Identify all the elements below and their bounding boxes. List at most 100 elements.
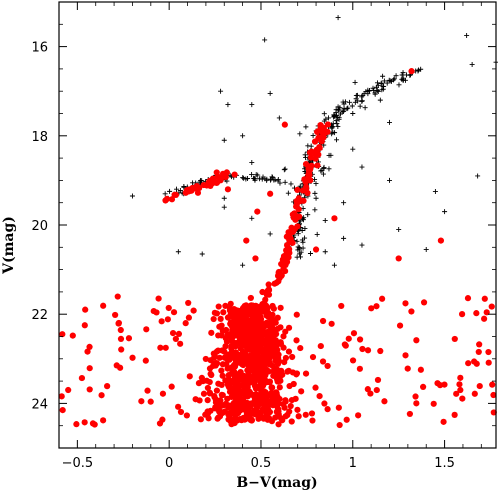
data-point-plus xyxy=(313,181,319,187)
data-point-plus xyxy=(297,251,303,257)
data-point-plus xyxy=(331,262,337,268)
data-point-circle xyxy=(475,348,482,356)
data-point-circle xyxy=(232,310,239,317)
data-point-circle xyxy=(226,307,234,314)
data-point-circle xyxy=(172,191,180,199)
data-point-circle xyxy=(408,68,415,75)
data-point-circle xyxy=(341,341,348,348)
data-point-circle xyxy=(249,302,256,309)
data-point-circle xyxy=(236,314,243,322)
x-tick-label: 0 xyxy=(165,456,173,471)
data-point-circle xyxy=(191,185,198,192)
data-point-circle xyxy=(117,326,124,334)
data-point-circle xyxy=(314,162,321,169)
data-point-circle xyxy=(283,258,291,266)
data-point-circle xyxy=(264,368,272,375)
data-point-circle xyxy=(287,235,294,242)
data-point-plus xyxy=(297,183,303,189)
y-axis-title: V(mag) xyxy=(1,216,17,275)
data-point-circle xyxy=(69,332,76,339)
data-point-circle xyxy=(117,335,125,342)
data-point-plus xyxy=(341,108,347,114)
data-point-circle xyxy=(84,348,91,355)
data-point-circle xyxy=(240,331,247,338)
data-point-circle xyxy=(374,376,382,384)
data-point-circle xyxy=(338,302,345,310)
data-point-plus xyxy=(359,98,365,104)
data-point-plus xyxy=(338,111,344,117)
data-point-circle xyxy=(73,421,80,428)
data-point-circle xyxy=(345,335,352,342)
data-point-circle xyxy=(266,408,274,416)
data-point-plus xyxy=(357,103,363,109)
data-point-circle xyxy=(264,416,271,423)
data-point-plus xyxy=(333,118,339,124)
data-point-circle xyxy=(437,237,445,244)
data-point-circle xyxy=(274,360,282,368)
data-point-plus xyxy=(322,218,328,224)
data-point-circle xyxy=(356,365,363,372)
data-point-circle xyxy=(476,341,483,348)
data-point-circle xyxy=(182,320,189,327)
data-point-circle xyxy=(265,281,272,288)
data-point-circle xyxy=(287,402,294,410)
data-point-circle xyxy=(159,416,166,423)
data-point-plus xyxy=(269,174,275,180)
data-point-plus xyxy=(288,181,294,187)
data-point-circle xyxy=(244,306,251,314)
data-point-plus xyxy=(363,89,369,95)
data-point-circle xyxy=(168,196,176,203)
data-point-plus xyxy=(346,99,352,105)
data-point-circle xyxy=(155,295,162,302)
data-point-plus xyxy=(255,172,261,178)
data-point-plus xyxy=(305,143,311,149)
data-point-circle xyxy=(285,229,292,236)
data-point-circle xyxy=(147,398,154,405)
data-point-circle xyxy=(226,411,233,419)
data-point-circle xyxy=(213,179,221,186)
data-point-circle xyxy=(204,408,211,415)
data-point-circle xyxy=(335,404,342,411)
data-point-circle xyxy=(228,337,235,344)
data-point-circle xyxy=(275,421,282,428)
data-point-circle xyxy=(81,322,88,329)
data-point-circle xyxy=(100,417,107,424)
data-point-plus xyxy=(167,188,173,194)
data-point-circle xyxy=(89,420,97,427)
data-point-circle xyxy=(162,344,169,351)
data-point-circle xyxy=(220,309,227,316)
data-point-circle xyxy=(235,324,242,331)
data-point-circle xyxy=(257,315,265,323)
data-point-plus xyxy=(370,85,376,91)
data-point-plus xyxy=(354,92,360,98)
data-point-circle xyxy=(312,155,319,162)
data-point-circle xyxy=(213,387,220,394)
data-point-circle xyxy=(247,403,254,410)
data-point-circle xyxy=(294,186,301,194)
data-point-circle xyxy=(251,348,258,355)
data-point-circle xyxy=(273,408,280,415)
data-point-plus xyxy=(221,204,227,210)
data-point-plus xyxy=(310,133,316,139)
data-point-circle xyxy=(229,332,236,339)
data-point-circle xyxy=(138,398,145,405)
data-point-plus xyxy=(396,82,402,88)
data-point-circle xyxy=(251,382,259,389)
data-point-circle xyxy=(202,355,209,363)
data-point-circle xyxy=(259,288,266,296)
data-point-plus xyxy=(267,231,273,237)
data-point-circle xyxy=(86,343,93,350)
data-point-circle xyxy=(408,308,415,315)
data-point-plus xyxy=(320,171,326,177)
data-point-plus xyxy=(336,107,342,113)
data-point-circle xyxy=(248,416,255,423)
data-point-plus xyxy=(313,195,319,201)
data-point-circle xyxy=(270,305,277,312)
data-point-plus xyxy=(469,61,475,67)
data-point-circle xyxy=(224,186,232,193)
data-point-plus xyxy=(423,247,429,253)
data-point-circle xyxy=(312,384,319,391)
data-point-circle xyxy=(413,400,420,407)
x-axis-title: B−V(mag) xyxy=(236,475,317,491)
data-point-circle xyxy=(451,335,458,343)
